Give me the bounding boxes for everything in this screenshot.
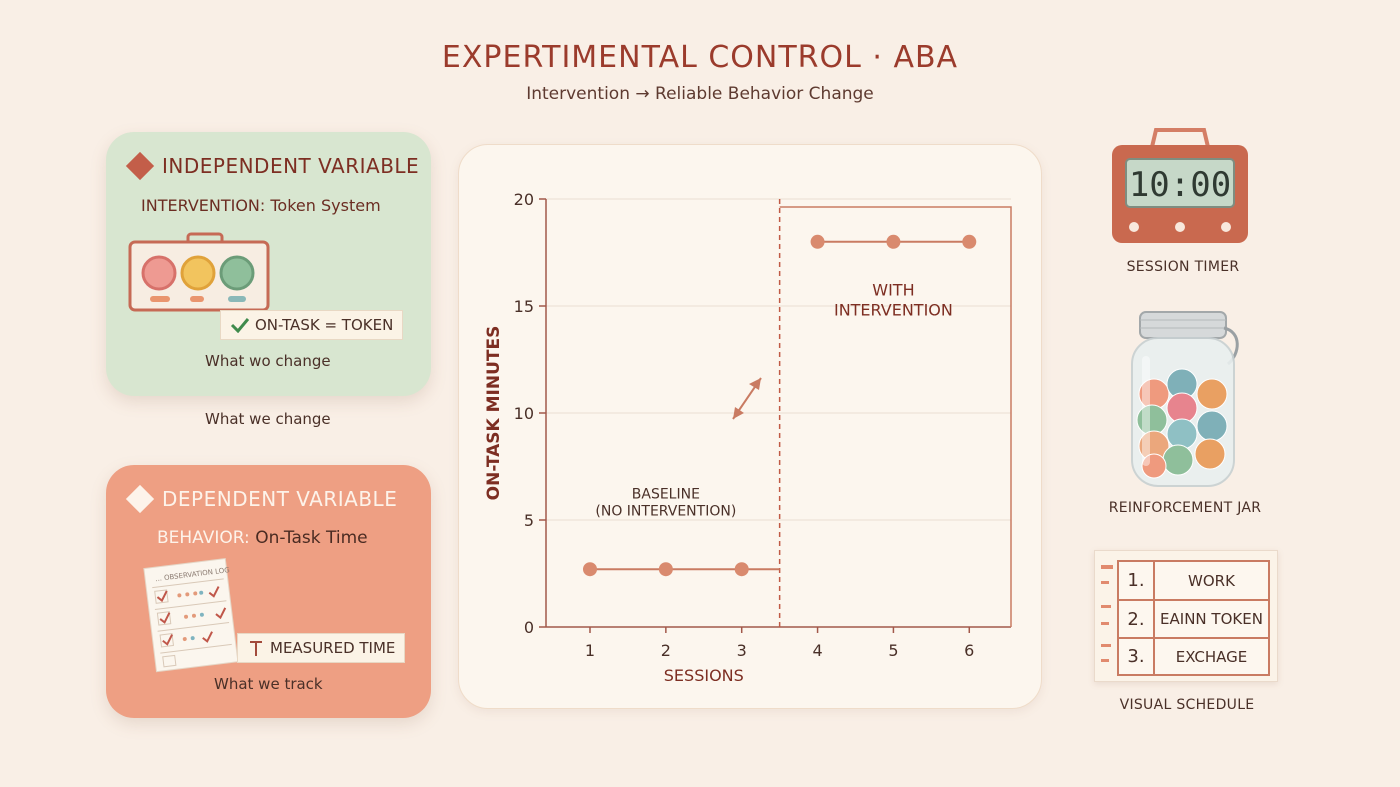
schedule-marker	[1101, 659, 1109, 662]
page-subtitle: Intervention → Reliable Behavior Change	[526, 84, 874, 104]
dv-caption: What we track	[214, 675, 323, 693]
schedule-row: 2. EAINN TOKEN	[1119, 601, 1268, 639]
token-red	[141, 255, 177, 291]
timer-display: 10:00	[1129, 165, 1231, 205]
session-timer-label: SESSION TIMER	[1126, 259, 1240, 275]
y-tick-label: 10	[514, 404, 534, 423]
x-tick-label: 6	[964, 641, 974, 660]
schedule-step-label: EXCHAGE	[1175, 647, 1248, 666]
schedule-marker	[1101, 605, 1111, 608]
dependent-variable-title: DEPENDENT VARIABLE	[162, 487, 398, 511]
y-tick-label: 0	[524, 618, 534, 637]
data-point-baseline	[658, 562, 673, 577]
dependent-variable-heading: DEPENDENT VARIABLE	[125, 484, 398, 514]
on-task-chart: 0 5 10 15 20 1 2 3 4 5 6 BASELINE (NO INTERVENTIO…	[484, 190, 1012, 685]
x-tick-label: 3	[737, 641, 747, 660]
schedule-row: 1. WORK	[1119, 562, 1268, 601]
x-axis-label: SESSIONS	[664, 666, 744, 685]
y-axis-label: ON-TASK MINUTES	[484, 326, 504, 501]
x-tick-label: 4	[812, 641, 822, 660]
data-point-baseline	[582, 562, 597, 577]
intervention-phase-border	[779, 206, 1012, 627]
independent-variable-heading: INDEPENDENT VARIABLE	[125, 151, 420, 181]
schedule-step-number: 2.	[1119, 601, 1155, 637]
session-timer-icon: 10:00	[1112, 128, 1248, 243]
schedule-marker	[1101, 565, 1113, 569]
x-tick-label: 1	[585, 641, 595, 660]
schedule-table: 1. WORK 2. EAINN TOKEN 3. EXCHAGE	[1117, 560, 1270, 676]
observation-sheet-icon: ... OBSERVATION LOG	[143, 557, 239, 673]
schedule-step-number: 1.	[1119, 562, 1155, 599]
schedule-step-number: 3.	[1119, 639, 1155, 674]
independent-variable-card: INDEPENDENT VARIABLE INTERVENTION: Token…	[106, 132, 431, 396]
intervention-prefix: INTERVENTION:	[141, 196, 266, 215]
diamond-icon	[125, 151, 155, 181]
on-task-token-tag: ON-TASK = TOKEN	[220, 310, 404, 340]
schedule-marker	[1101, 644, 1111, 647]
measured-time-text: MEASURED TIME	[270, 639, 396, 657]
behavior-label: BEHAVIOR: On-Task Time	[157, 528, 368, 548]
x-tick-label: 2	[661, 641, 671, 660]
schedule-step-label: EAINN TOKEN	[1160, 610, 1263, 628]
reinforcement-jar-icon	[1131, 311, 1239, 487]
intervention-label: WITH	[872, 280, 914, 299]
iv-caption-outer: What we change	[205, 410, 331, 428]
token-board-icon	[128, 232, 270, 312]
intervention-value: Token System	[270, 196, 381, 215]
baseline-label: BASELINE	[632, 487, 700, 503]
schedule-marker	[1101, 622, 1109, 625]
y-tick-label: 5	[524, 511, 534, 530]
data-point-intervention	[810, 234, 825, 249]
measured-time-tag: MEASURED TIME	[237, 633, 406, 663]
visual-schedule-board: 1. WORK 2. EAINN TOKEN 3. EXCHAGE	[1094, 550, 1278, 682]
data-point-baseline	[734, 562, 749, 577]
token-yellow	[180, 255, 216, 291]
visual-schedule-label: VISUAL SCHEDULE	[1119, 697, 1255, 713]
iv-caption-inner: What wo change	[205, 352, 331, 370]
baseline-sublabel: (NO INTERVENTION)	[595, 504, 736, 520]
y-tick-label: 20	[514, 190, 534, 209]
intervention-sublabel: INTERVENTION	[834, 301, 953, 320]
behavior-value: On-Task Time	[255, 528, 368, 548]
intervention-label: INTERVENTION: Token System	[141, 196, 381, 215]
reinforcement-jar-label: REINFORCEMENT JAR	[1108, 500, 1262, 516]
chart-panel: 0 5 10 15 20 1 2 3 4 5 6 BASELINE (NO INTERVENTIO…	[458, 144, 1042, 709]
dependent-variable-card: DEPENDENT VARIABLE BEHAVIOR: On-Task Tim…	[106, 465, 431, 718]
page-title: EXPERTIMENTAL CONTROL · ABA	[441, 40, 959, 75]
x-tick-label: 5	[888, 641, 898, 660]
data-point-intervention	[886, 234, 901, 249]
behavior-prefix: BEHAVIOR:	[157, 528, 250, 548]
check-icon	[230, 318, 250, 333]
schedule-row: 3. EXCHAGE	[1119, 639, 1268, 674]
data-point-intervention	[962, 234, 977, 249]
diamond-icon	[125, 484, 155, 514]
schedule-step-label: WORK	[1188, 571, 1235, 590]
y-tick-label: 15	[514, 297, 534, 316]
change-arrow-icon	[732, 377, 762, 420]
independent-variable-title: INDEPENDENT VARIABLE	[162, 154, 420, 178]
schedule-marker	[1101, 581, 1109, 584]
timer-icon	[250, 641, 262, 656]
on-task-token-text: ON-TASK = TOKEN	[255, 316, 394, 334]
token-green	[219, 255, 255, 291]
